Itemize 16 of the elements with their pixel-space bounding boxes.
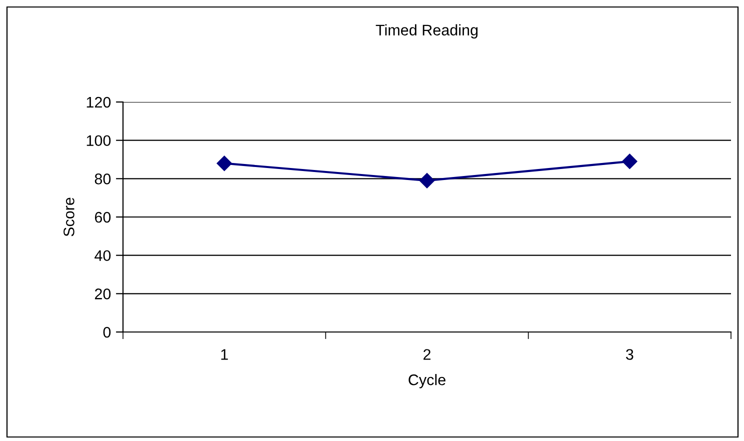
x-axis-title: Cycle — [408, 374, 446, 388]
y-tick-label: 120 — [86, 96, 111, 108]
y-axis-title: Score — [64, 198, 74, 236]
y-tick-label: 60 — [94, 212, 111, 223]
y-tick-label: 100 — [86, 135, 111, 146]
x-tick-label: 2 — [424, 349, 430, 360]
point — [622, 154, 638, 169]
x-tick-label: 1 — [221, 349, 228, 360]
point — [419, 173, 435, 188]
y-tick-label: 20 — [94, 288, 111, 300]
point — [216, 156, 232, 171]
y-tick-label: 0 — [103, 326, 111, 338]
y-tick-label: 40 — [94, 250, 111, 262]
chart-title: Timed Reading — [376, 24, 478, 39]
x-tick-label: 3 — [626, 349, 634, 360]
y-tick-label: 80 — [94, 174, 111, 184]
